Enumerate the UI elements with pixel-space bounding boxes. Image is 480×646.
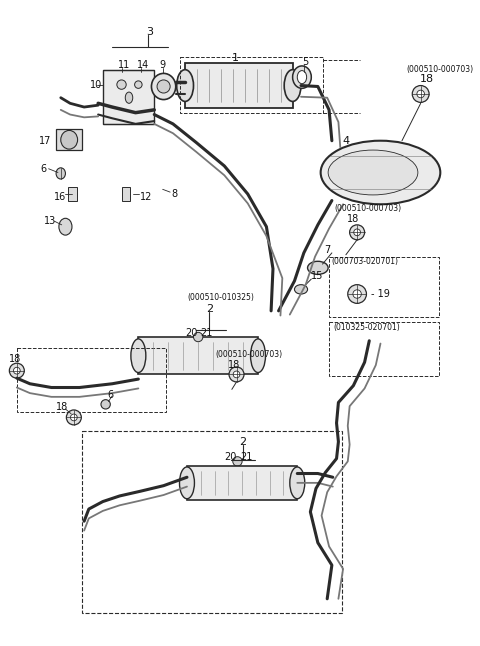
Text: 8: 8 bbox=[171, 189, 177, 199]
Bar bbox=[56, 129, 82, 150]
Text: 11: 11 bbox=[118, 60, 130, 70]
Ellipse shape bbox=[177, 70, 193, 101]
Bar bbox=[17, 348, 167, 412]
Text: 15: 15 bbox=[312, 271, 324, 281]
Ellipse shape bbox=[297, 70, 307, 84]
Text: 5: 5 bbox=[302, 57, 308, 67]
Bar bbox=[82, 430, 342, 613]
Text: 7: 7 bbox=[324, 245, 331, 255]
Text: 14: 14 bbox=[137, 60, 150, 70]
Text: 21: 21 bbox=[240, 452, 252, 462]
Ellipse shape bbox=[71, 414, 77, 421]
Text: 20: 20 bbox=[224, 452, 237, 462]
Ellipse shape bbox=[417, 90, 424, 98]
Bar bbox=[329, 256, 439, 317]
Text: - 19: - 19 bbox=[371, 289, 390, 299]
Ellipse shape bbox=[59, 218, 72, 235]
Ellipse shape bbox=[354, 229, 360, 236]
Bar bbox=[185, 63, 293, 108]
Ellipse shape bbox=[13, 368, 20, 374]
Ellipse shape bbox=[229, 367, 244, 382]
Text: 12: 12 bbox=[140, 192, 153, 202]
Text: (000510-000703): (000510-000703) bbox=[407, 65, 474, 74]
Text: (000510-010325): (000510-010325) bbox=[187, 293, 254, 302]
Ellipse shape bbox=[294, 285, 308, 294]
Text: 10: 10 bbox=[90, 79, 102, 90]
Ellipse shape bbox=[284, 70, 301, 101]
Ellipse shape bbox=[125, 92, 133, 103]
Ellipse shape bbox=[353, 290, 361, 298]
Ellipse shape bbox=[66, 410, 81, 425]
Ellipse shape bbox=[251, 339, 265, 373]
Ellipse shape bbox=[117, 80, 126, 89]
Ellipse shape bbox=[61, 130, 78, 149]
Ellipse shape bbox=[233, 371, 240, 378]
Text: (010325-020701): (010325-020701) bbox=[334, 323, 400, 332]
Bar bbox=[138, 337, 258, 375]
Text: 18: 18 bbox=[420, 74, 434, 84]
Ellipse shape bbox=[157, 80, 170, 93]
Text: (000510-000703): (000510-000703) bbox=[215, 350, 282, 359]
Text: 2: 2 bbox=[205, 304, 213, 314]
Bar bbox=[68, 187, 77, 200]
Bar bbox=[329, 322, 439, 376]
Bar bbox=[121, 187, 130, 200]
Text: 6: 6 bbox=[108, 390, 114, 400]
Ellipse shape bbox=[9, 363, 24, 378]
Text: 18: 18 bbox=[228, 360, 240, 370]
Ellipse shape bbox=[131, 339, 146, 373]
Text: 18: 18 bbox=[9, 355, 22, 364]
Ellipse shape bbox=[349, 225, 365, 240]
Ellipse shape bbox=[321, 141, 440, 204]
Ellipse shape bbox=[56, 168, 65, 179]
Ellipse shape bbox=[152, 74, 176, 99]
Text: (000510-000703): (000510-000703) bbox=[335, 203, 402, 213]
Text: 9: 9 bbox=[159, 60, 165, 70]
Bar bbox=[103, 70, 154, 124]
Ellipse shape bbox=[290, 467, 305, 499]
Bar bbox=[187, 466, 297, 500]
Text: 18: 18 bbox=[347, 214, 359, 224]
Text: 18: 18 bbox=[56, 402, 68, 412]
Ellipse shape bbox=[193, 332, 203, 342]
Text: (000703-020701): (000703-020701) bbox=[332, 257, 399, 266]
Ellipse shape bbox=[233, 457, 242, 466]
Ellipse shape bbox=[412, 85, 429, 102]
Ellipse shape bbox=[328, 150, 418, 195]
Text: 16: 16 bbox=[54, 192, 66, 202]
Ellipse shape bbox=[180, 467, 194, 499]
Text: 21: 21 bbox=[200, 328, 213, 339]
Text: 13: 13 bbox=[44, 216, 56, 226]
Text: 2: 2 bbox=[240, 437, 246, 447]
Ellipse shape bbox=[101, 400, 110, 409]
Text: 17: 17 bbox=[39, 136, 52, 146]
Bar bbox=[180, 57, 323, 112]
Ellipse shape bbox=[348, 285, 366, 304]
Text: 4: 4 bbox=[342, 136, 349, 146]
Text: 20: 20 bbox=[185, 328, 197, 339]
Ellipse shape bbox=[308, 261, 328, 275]
Ellipse shape bbox=[134, 81, 142, 89]
Text: 3: 3 bbox=[146, 27, 153, 37]
Text: 1: 1 bbox=[232, 54, 239, 63]
Ellipse shape bbox=[293, 66, 312, 89]
Text: 6: 6 bbox=[40, 163, 47, 174]
